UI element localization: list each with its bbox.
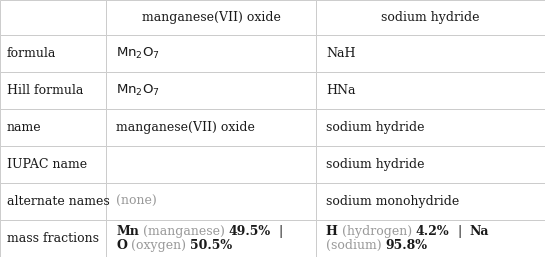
Text: $\rm Mn_2O_7$: $\rm Mn_2O_7$	[116, 83, 160, 98]
Bar	[106, 0, 316, 35]
Bar	[316, 0, 545, 35]
Bar	[316, 72, 545, 109]
Text: formula: formula	[7, 47, 56, 60]
Text: sodium hydride: sodium hydride	[326, 158, 425, 171]
Text: (sodium): (sodium)	[326, 239, 385, 252]
Bar	[106, 146, 316, 183]
Text: H: H	[326, 225, 338, 237]
Bar	[0, 146, 106, 183]
Bar	[106, 35, 316, 72]
Text: Mn: Mn	[116, 225, 139, 237]
Bar	[316, 146, 545, 183]
Text: sodium hydride: sodium hydride	[382, 11, 480, 24]
Text: 49.5%: 49.5%	[229, 225, 271, 237]
Bar	[106, 183, 316, 220]
Bar	[0, 220, 106, 257]
Bar	[106, 72, 316, 109]
Text: NaH: NaH	[326, 47, 355, 60]
Bar	[106, 220, 316, 257]
Text: Hill formula: Hill formula	[7, 84, 83, 97]
Text: (manganese): (manganese)	[139, 225, 229, 237]
Bar	[0, 72, 106, 109]
Bar	[0, 183, 106, 220]
Text: Na: Na	[470, 225, 489, 237]
Text: O: O	[116, 239, 127, 252]
Text: alternate names: alternate names	[7, 195, 110, 208]
Text: manganese(VII) oxide: manganese(VII) oxide	[142, 11, 281, 24]
Bar	[106, 109, 316, 146]
Text: HNa: HNa	[326, 84, 355, 97]
Text: |: |	[450, 225, 470, 237]
Bar	[0, 109, 106, 146]
Text: 4.2%: 4.2%	[416, 225, 450, 237]
Text: sodium monohydride: sodium monohydride	[326, 195, 459, 208]
Bar	[0, 35, 106, 72]
Text: (oxygen): (oxygen)	[127, 239, 190, 252]
Bar	[316, 183, 545, 220]
Bar	[316, 220, 545, 257]
Text: $\rm Mn_2O_7$: $\rm Mn_2O_7$	[116, 46, 160, 61]
Bar	[316, 35, 545, 72]
Text: sodium hydride: sodium hydride	[326, 121, 425, 134]
Text: (none): (none)	[116, 195, 157, 208]
Text: manganese(VII) oxide: manganese(VII) oxide	[116, 121, 255, 134]
Text: mass fractions: mass fractions	[7, 232, 99, 245]
Text: 50.5%: 50.5%	[190, 239, 232, 252]
Text: 95.8%: 95.8%	[385, 239, 427, 252]
Bar	[0, 0, 106, 35]
Text: name: name	[7, 121, 41, 134]
Text: |: |	[271, 225, 283, 237]
Text: (hydrogen): (hydrogen)	[338, 225, 416, 237]
Text: IUPAC name: IUPAC name	[7, 158, 87, 171]
Bar	[316, 109, 545, 146]
